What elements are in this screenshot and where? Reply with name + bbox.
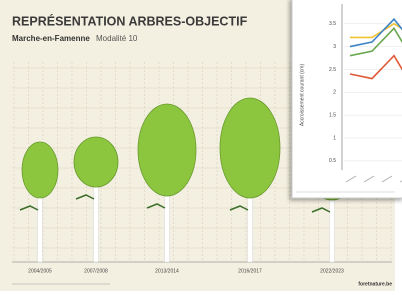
year-label: 2013/2014 bbox=[155, 268, 179, 274]
crown bbox=[220, 98, 280, 198]
crown bbox=[22, 142, 58, 198]
inset-tick-label: 2.5 bbox=[329, 67, 336, 73]
footer-site: foretnature.be bbox=[358, 281, 392, 287]
title: REPRÉSENTATION ARBRES-OBJECTIF bbox=[12, 13, 248, 28]
year-label: 2022/2023 bbox=[320, 268, 344, 274]
crown bbox=[138, 104, 196, 196]
inset-tick-label: 3.5 bbox=[329, 21, 336, 27]
year-label: 2007/2008 bbox=[84, 268, 108, 274]
inset-chart: Accroissement courant (cm) 0.5 1 1.5 2 2.5 3 3… bbox=[292, 0, 402, 198]
inset-tick-label: 2 bbox=[333, 90, 336, 96]
location: Marche-en-Famenne bbox=[12, 34, 90, 43]
year-label: 2016/2017 bbox=[238, 268, 262, 274]
inset-tick-label: 3 bbox=[333, 44, 336, 50]
trunk bbox=[248, 192, 253, 262]
trunk bbox=[330, 194, 335, 262]
modality: Modalité 10 bbox=[96, 34, 138, 43]
inset-tick-label: 0.5 bbox=[329, 158, 336, 164]
inset-tick-label: 1 bbox=[333, 135, 336, 141]
trunk bbox=[165, 190, 170, 262]
year-label: 2004/2005 bbox=[28, 268, 52, 274]
inset-tick-label: 1.5 bbox=[329, 112, 336, 118]
inset-y-label: Accroissement courant (cm) bbox=[299, 64, 305, 127]
crown bbox=[74, 137, 118, 187]
page: 2004/2005 2007/2008 2013/2014 2016/2017 2022… bbox=[0, 0, 402, 291]
trunk bbox=[38, 192, 43, 262]
trunk bbox=[94, 181, 99, 262]
